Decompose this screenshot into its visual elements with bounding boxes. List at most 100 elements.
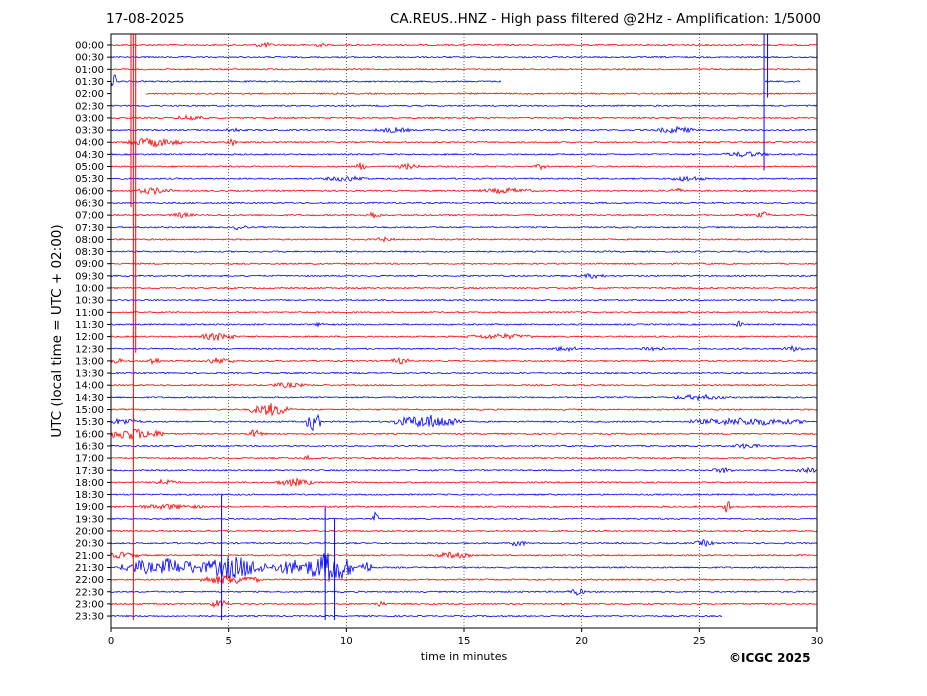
trace-row-0200: [146, 92, 817, 95]
trace-row-0100: [111, 67, 817, 71]
y-tick-label: 17:30: [75, 466, 104, 477]
trace-row-1230: [111, 344, 817, 353]
trace-row-2030: [111, 539, 817, 548]
y-tick-label: 05:00: [75, 162, 104, 173]
trace-row-0800: [111, 236, 817, 243]
trace-row-2100: [111, 551, 817, 560]
trace-row-1100: [111, 310, 817, 314]
trace-row-0900: [111, 262, 817, 266]
trace-row-0730: [111, 225, 817, 231]
trace-row-1200: [111, 332, 817, 342]
copyright-label: ©ICGC 2025: [729, 651, 811, 665]
trace-row-1330: [111, 371, 817, 375]
trace-row-1630: [111, 442, 817, 450]
trace-row-0930: [111, 273, 817, 280]
trace-row-1730: [111, 466, 817, 474]
y-tick-label: 03:30: [75, 126, 104, 137]
trace-rows: [111, 41, 817, 618]
spike-lines: [130, 34, 769, 621]
y-tick-label: 10:00: [75, 284, 104, 295]
trace-row-0330: [111, 125, 817, 134]
trace-row-2000: [111, 529, 817, 533]
trace-row-1500: [111, 403, 817, 417]
y-tick-label: 11:00: [75, 308, 104, 319]
trace-row-0500: [111, 162, 817, 171]
trace-row-0230: [111, 104, 817, 108]
y-tick-label: 06:30: [75, 198, 104, 209]
trace-row-0300: [111, 114, 817, 121]
y-tick-label: 13:30: [75, 369, 104, 380]
y-tick-label: 19:00: [75, 502, 104, 513]
y-tick-label: 16:00: [75, 429, 104, 440]
y-tick-label: 20:30: [75, 539, 104, 550]
trace-row-1430: [111, 393, 817, 402]
y-tick-label: 18:00: [75, 478, 104, 489]
chart-title: CA.REUS..HNZ - High pass filtered @2Hz -…: [389, 11, 821, 27]
date-label: 17-08-2025: [106, 11, 185, 27]
trace-row-0400: [111, 137, 817, 149]
trace-segment: [764, 80, 801, 83]
y-tick-label: 05:30: [75, 174, 104, 185]
trace-row-0030: [111, 55, 817, 59]
y-tick-label: 00:00: [75, 41, 104, 52]
trace-row-1530: [111, 413, 817, 432]
y-tick-label: 18:30: [75, 490, 104, 501]
y-tick-label: 21:30: [75, 563, 104, 574]
y-tick-label: 13:00: [75, 356, 104, 367]
y-tick-label: 06:00: [75, 186, 104, 197]
y-tick-label: 20:00: [75, 527, 104, 538]
trace-row-1900: [111, 501, 817, 513]
y-tick-label: 02:00: [75, 89, 104, 100]
grid-lines: [228, 34, 700, 628]
x-axis-label: time in minutes: [420, 650, 508, 663]
y-tick-label: 16:30: [75, 441, 104, 452]
trace-row-0600: [111, 187, 817, 196]
trace-row-2330: [111, 614, 723, 618]
y-tick-label: 15:00: [75, 405, 104, 416]
trace-row-0000: [111, 41, 817, 49]
y-tick-label: 04:30: [75, 150, 104, 161]
x-tick-label: 15: [458, 636, 471, 647]
y-tick-label: 04:00: [75, 138, 104, 149]
y-tick-label: 01:00: [75, 65, 104, 76]
trace-row-1400: [111, 382, 817, 389]
y-tick-label: 00:30: [75, 53, 104, 64]
y-tick-label: 12:00: [75, 332, 104, 343]
trace-row-1130: [111, 320, 817, 328]
y-tick-label: 09:00: [75, 259, 104, 270]
trace-row-1030: [111, 298, 817, 302]
y-tick-label: 01:30: [75, 77, 104, 88]
x-tick-labels: 0 5 10 15 20 25 30: [108, 628, 824, 647]
trace-row-1300: [111, 356, 817, 366]
y-tick-label: 14:30: [75, 393, 104, 404]
y-tick-label: 08:30: [75, 247, 104, 258]
trace-row-1700: [111, 453, 817, 461]
y-tick-label: 03:00: [75, 113, 104, 124]
y-tick-label: 23:00: [75, 599, 104, 610]
y-tick-label: 10:30: [75, 296, 104, 307]
trace-row-1830: [111, 493, 817, 496]
trace-row-0830: [111, 250, 817, 253]
x-tick-label: 5: [225, 636, 231, 647]
y-tick-label: 07:30: [75, 223, 104, 234]
trace-row-1600: [111, 428, 817, 440]
x-tick-label: 30: [811, 636, 824, 647]
y-tick-label: 08:00: [75, 235, 104, 246]
trace-row-2230: [111, 588, 817, 596]
trace-row-1800: [111, 477, 817, 487]
y-tick-label: 15:30: [75, 417, 104, 428]
y-tick-label: 02:30: [75, 101, 104, 112]
x-tick-label: 10: [340, 636, 353, 647]
y-tick-label: 23:30: [75, 612, 104, 623]
y-tick-label: 19:30: [75, 514, 104, 525]
y-tick-label: 14:00: [75, 381, 104, 392]
x-tick-label: 0: [108, 636, 114, 647]
trace-row-2200: [111, 574, 817, 585]
trace-row-2300: [111, 599, 817, 609]
y-tick-label: 12:30: [75, 344, 104, 355]
trace-row-0700: [111, 211, 817, 219]
x-tick-label: 20: [575, 636, 588, 647]
x-tick-label: 25: [693, 636, 706, 647]
